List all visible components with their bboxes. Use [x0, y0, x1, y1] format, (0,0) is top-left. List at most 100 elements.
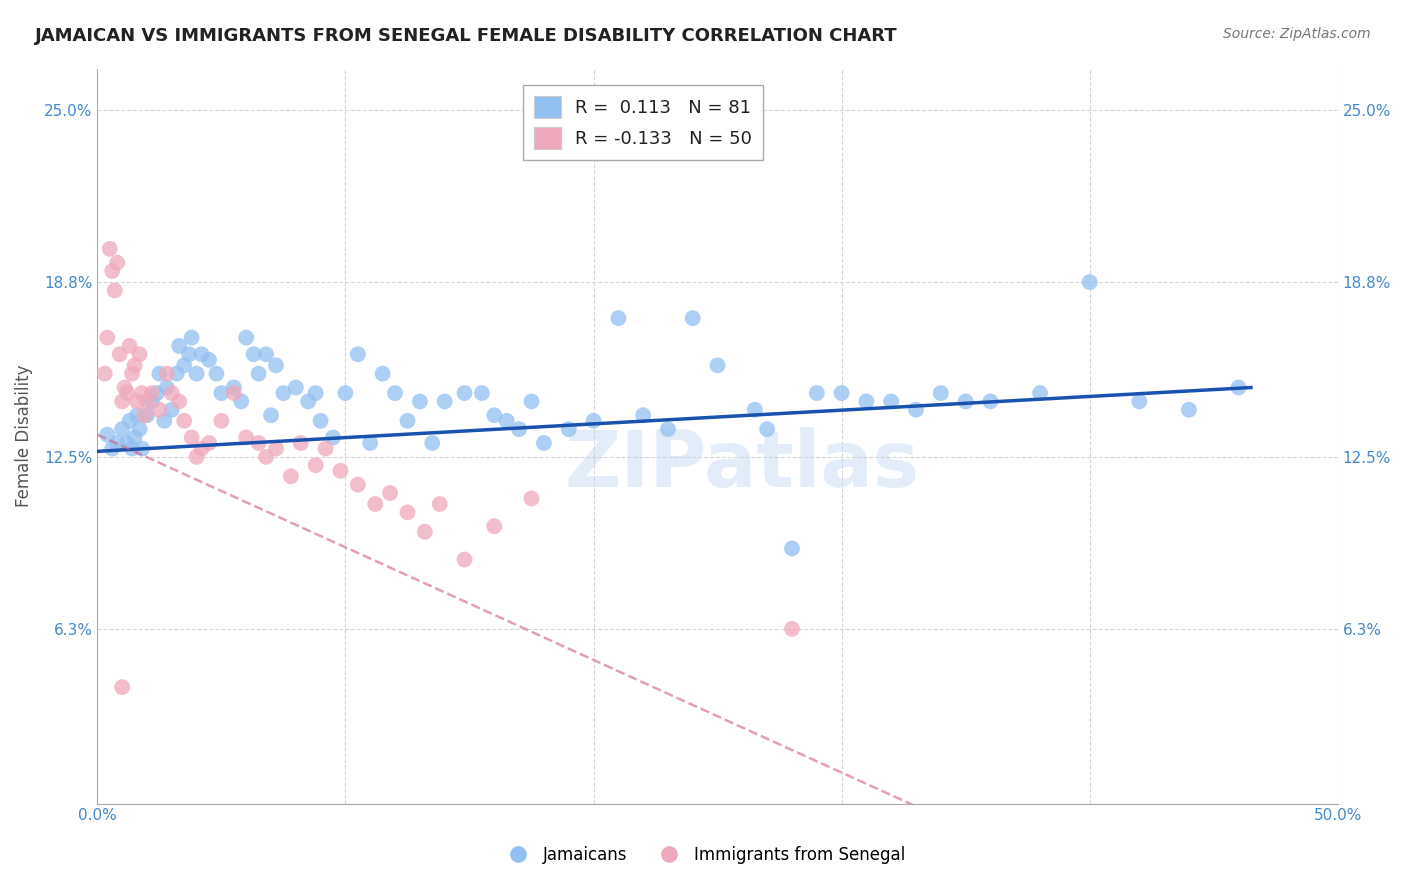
Point	[173, 359, 195, 373]
Point	[384, 386, 406, 401]
Legend: Jamaicans, Immigrants from Senegal: Jamaicans, Immigrants from Senegal	[495, 839, 911, 871]
Point	[433, 394, 456, 409]
Point	[136, 409, 159, 423]
Point	[631, 409, 654, 423]
Text: Source: ZipAtlas.com: Source: ZipAtlas.com	[1223, 27, 1371, 41]
Point	[520, 491, 543, 506]
Point	[706, 359, 728, 373]
Y-axis label: Female Disability: Female Disability	[15, 365, 32, 508]
Point	[1078, 275, 1101, 289]
Point	[128, 422, 150, 436]
Point	[141, 394, 163, 409]
Point	[420, 436, 443, 450]
Point	[166, 367, 188, 381]
Point	[209, 414, 232, 428]
Point	[222, 386, 245, 401]
Point	[413, 524, 436, 539]
Point	[254, 347, 277, 361]
Point	[101, 264, 124, 278]
Point	[167, 394, 190, 409]
Point	[198, 436, 221, 450]
Point	[484, 409, 506, 423]
Point	[1178, 402, 1201, 417]
Point	[315, 442, 337, 456]
Point	[557, 422, 579, 436]
Point	[309, 414, 332, 428]
Point	[1128, 394, 1150, 409]
Point	[335, 386, 357, 401]
Point	[929, 386, 952, 401]
Point	[222, 380, 245, 394]
Point	[429, 497, 451, 511]
Point	[780, 622, 803, 636]
Point	[242, 347, 264, 361]
Point	[124, 430, 146, 444]
Point	[780, 541, 803, 556]
Point	[484, 519, 506, 533]
Point	[657, 422, 679, 436]
Point	[520, 394, 543, 409]
Point	[186, 367, 208, 381]
Point	[284, 380, 307, 394]
Point	[264, 442, 287, 456]
Point	[146, 386, 169, 401]
Point	[115, 386, 138, 401]
Point	[1227, 380, 1250, 394]
Point	[108, 347, 131, 361]
Legend: R =  0.113   N = 81, R = -0.133   N = 50: R = 0.113 N = 81, R = -0.133 N = 50	[523, 85, 763, 160]
Point	[111, 394, 134, 409]
Point	[153, 414, 176, 428]
Point	[453, 386, 475, 401]
Point	[180, 330, 202, 344]
Point	[94, 367, 117, 381]
Point	[305, 386, 328, 401]
Point	[495, 414, 517, 428]
Point	[105, 436, 128, 450]
Point	[198, 352, 221, 367]
Point	[347, 477, 370, 491]
Point	[880, 394, 903, 409]
Point	[453, 552, 475, 566]
Point	[160, 402, 183, 417]
Point	[141, 386, 163, 401]
Point	[180, 430, 202, 444]
Point	[364, 497, 387, 511]
Point	[247, 367, 270, 381]
Point	[396, 414, 419, 428]
Point	[156, 380, 179, 394]
Point	[297, 394, 319, 409]
Point	[121, 442, 143, 456]
Point	[235, 330, 257, 344]
Point	[105, 256, 128, 270]
Point	[582, 414, 605, 428]
Point	[167, 339, 190, 353]
Point	[118, 339, 141, 353]
Point	[121, 367, 143, 381]
Point	[96, 330, 118, 344]
Point	[305, 458, 328, 473]
Point	[111, 680, 134, 694]
Point	[756, 422, 779, 436]
Point	[347, 347, 370, 361]
Text: ZIPatlas: ZIPatlas	[565, 427, 920, 503]
Point	[148, 402, 170, 417]
Point	[254, 450, 277, 464]
Point	[124, 359, 146, 373]
Point	[508, 422, 530, 436]
Point	[471, 386, 494, 401]
Point	[1029, 386, 1052, 401]
Point	[290, 436, 312, 450]
Point	[131, 442, 153, 456]
Point	[247, 436, 270, 450]
Point	[118, 414, 141, 428]
Point	[125, 394, 148, 409]
Point	[744, 402, 766, 417]
Point	[533, 436, 555, 450]
Point	[359, 436, 381, 450]
Point	[190, 442, 212, 456]
Point	[115, 436, 138, 450]
Point	[96, 427, 118, 442]
Point	[371, 367, 394, 381]
Point	[409, 394, 432, 409]
Point	[273, 386, 295, 401]
